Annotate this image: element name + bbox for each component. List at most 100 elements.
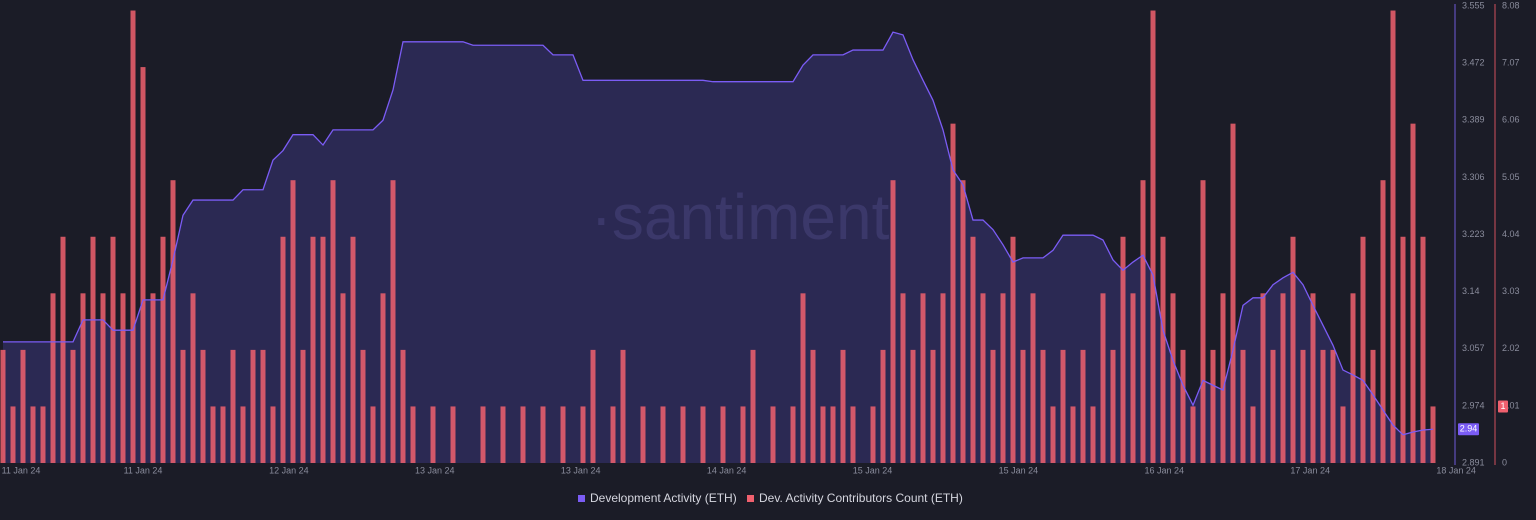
bar: [900, 293, 906, 463]
bar: [960, 180, 966, 463]
bar: [830, 406, 836, 463]
bar: [1050, 406, 1056, 463]
bar: [640, 406, 646, 463]
bar: [1130, 293, 1136, 463]
bar: [1180, 349, 1186, 463]
bar: [1280, 293, 1286, 463]
bar: [0, 349, 6, 463]
bar: [310, 236, 316, 463]
bar: [1120, 236, 1126, 463]
bar: [150, 293, 156, 463]
bar: [1060, 349, 1066, 463]
y2-tick-label: 5.05: [1502, 172, 1520, 182]
bar: [100, 293, 106, 463]
bar: [910, 349, 916, 463]
bar: [740, 406, 746, 463]
bar: [1350, 293, 1356, 463]
bar: [390, 180, 396, 463]
bar: [1390, 10, 1396, 464]
bar: [480, 406, 486, 463]
bar: [1210, 349, 1216, 463]
bar: [350, 236, 356, 463]
bar: [1340, 406, 1346, 463]
x-tick-label: 11 Jan 24: [2, 465, 41, 475]
bar: [1190, 406, 1196, 463]
bar: [1400, 236, 1406, 463]
bar: [840, 349, 846, 463]
bar: [810, 349, 816, 463]
y-tick-label: 2.974: [1462, 400, 1485, 410]
legend-swatch: [578, 495, 585, 502]
bar: [200, 349, 206, 463]
bar: [1250, 406, 1256, 463]
bar: [1140, 180, 1146, 463]
bar: [160, 236, 166, 463]
bar: [1170, 293, 1176, 463]
bar: [770, 406, 776, 463]
bar: [720, 406, 726, 463]
y2-tick-label: 3.03: [1502, 286, 1520, 296]
bar: [500, 406, 506, 463]
last-value-label: 1: [1500, 401, 1505, 411]
bar: [40, 406, 46, 463]
bar: [970, 236, 976, 463]
bar: [800, 293, 806, 463]
bar: [280, 236, 286, 463]
bar: [1310, 293, 1316, 463]
x-tick-label: 15 Jan 24: [999, 465, 1039, 475]
bar: [580, 406, 586, 463]
bar: [620, 349, 626, 463]
bar: [950, 123, 956, 464]
bar: [1360, 236, 1366, 463]
bar: [700, 406, 706, 463]
bar: [180, 349, 186, 463]
bar: [680, 406, 686, 463]
bar: [130, 10, 136, 464]
bar: [520, 406, 526, 463]
y-tick-label: 3.223: [1462, 229, 1485, 239]
bar: [1090, 406, 1096, 463]
bar: [1330, 349, 1336, 463]
bar: [1430, 406, 1436, 463]
bar: [1040, 349, 1046, 463]
x-tick-label: 15 Jan 24: [853, 465, 893, 475]
last-value-label: 2.94: [1460, 424, 1478, 434]
legend-label: Dev. Activity Contributors Count (ETH): [759, 491, 963, 505]
y2-tick-label: 4.04: [1502, 229, 1520, 239]
bar: [270, 406, 276, 463]
bar: [560, 406, 566, 463]
bar: [140, 67, 146, 463]
y2-tick-label: 2.02: [1502, 343, 1520, 353]
bar: [880, 349, 886, 463]
bar: [30, 406, 36, 463]
bar: [990, 349, 996, 463]
bar: [300, 349, 306, 463]
bar: [1300, 349, 1306, 463]
bar: [50, 293, 56, 463]
bar: [410, 406, 416, 463]
bar: [380, 293, 386, 463]
bar: [940, 293, 946, 463]
y-tick-label: 3.306: [1462, 172, 1485, 182]
bar: [110, 236, 116, 463]
line: [3, 31, 1434, 436]
bar: [930, 349, 936, 463]
last-value-badge: [1498, 400, 1508, 413]
y-tick-label: 3.389: [1462, 115, 1485, 125]
bar: [610, 406, 616, 463]
bar: [290, 180, 296, 463]
bar: [320, 236, 326, 463]
legend-label: Development Activity (ETH): [590, 491, 737, 505]
bar: [360, 349, 366, 463]
bar: [250, 349, 256, 463]
bar: [1380, 180, 1386, 463]
x-tick-label: 13 Jan 24: [561, 465, 601, 475]
bar: [1030, 293, 1036, 463]
last-value-badge: [1458, 423, 1479, 436]
bar: [1370, 349, 1376, 463]
bar: [220, 406, 226, 463]
bar: [870, 406, 876, 463]
bar: [60, 236, 66, 463]
bar: [450, 406, 456, 463]
x-tick-label: 11 Jan 24: [124, 465, 163, 475]
